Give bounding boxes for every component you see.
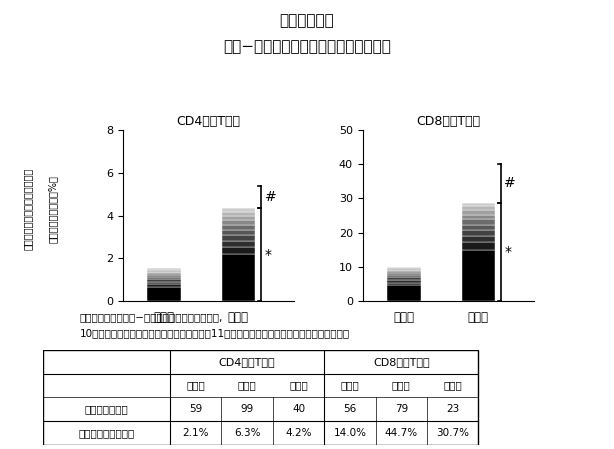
Bar	[147, 273, 181, 275]
Text: 4.2%: 4.2%	[286, 428, 312, 438]
Bar	[387, 275, 421, 277]
Text: 99: 99	[241, 404, 254, 414]
Bar	[147, 260, 181, 269]
Text: 44.7%: 44.7%	[385, 428, 418, 438]
Text: 10位以内の各クローンの頻度（＊）、および11位以下のクローンの頻度の総和（＃）を図示: 10位以内の各クローンの頻度（＊）、および11位以下のクローンの頻度の総和（＃）…	[80, 328, 350, 338]
Text: 各時点における腫瘍−末梢血重複クローンのうち,: 各時点における腫瘍−末梢血重複クローンのうち,	[80, 312, 223, 322]
Bar	[462, 220, 495, 224]
Text: #: #	[504, 176, 516, 190]
Bar	[147, 279, 181, 282]
Text: 6.3%: 6.3%	[234, 428, 260, 438]
Bar	[387, 267, 421, 268]
Text: 治療後: 治療後	[238, 381, 257, 391]
Bar	[222, 216, 255, 220]
Bar	[147, 272, 181, 273]
Text: 30.7%: 30.7%	[436, 428, 469, 438]
Bar	[462, 210, 495, 215]
Bar	[387, 253, 421, 267]
Text: 40: 40	[292, 404, 305, 414]
Text: 治療後: 治療後	[392, 381, 411, 391]
Bar	[222, 247, 255, 254]
Bar	[222, 212, 255, 216]
Bar	[387, 273, 421, 275]
Bar	[462, 236, 495, 242]
Bar	[387, 286, 421, 301]
Bar	[147, 275, 181, 277]
Text: *: *	[504, 245, 511, 259]
Bar	[147, 277, 181, 279]
Bar	[387, 282, 421, 286]
Text: 変化量: 変化量	[289, 381, 308, 391]
Bar	[147, 284, 181, 287]
Text: 56: 56	[343, 404, 357, 414]
Bar	[387, 269, 421, 271]
Text: 治療前後での: 治療前後での	[279, 13, 335, 28]
Bar	[462, 202, 495, 206]
Bar	[222, 225, 255, 230]
Title: CD8陽性T細胞: CD8陽性T細胞	[416, 114, 481, 128]
Text: CD4陽性T細胞: CD4陽性T細胞	[219, 357, 276, 367]
Text: 腫瘍－末梢血間重複クローンの: 腫瘍－末梢血間重複クローンの	[23, 167, 33, 250]
Text: 重複クローン総頻度: 重複クローン総頻度	[79, 428, 134, 438]
Bar	[387, 268, 421, 269]
Text: 腫瘍−末梢血間重複レパトア解析の１例: 腫瘍−末梢血間重複レパトア解析の１例	[223, 40, 391, 55]
Bar	[147, 269, 181, 270]
Bar	[147, 282, 181, 284]
Text: 治療前: 治療前	[341, 381, 359, 391]
Title: CD4陽性T細胞: CD4陽性T細胞	[176, 114, 241, 128]
Bar	[387, 271, 421, 273]
Text: 末梢血中での頻度（%）: 末梢血中での頻度（%）	[47, 175, 57, 243]
Text: 79: 79	[395, 404, 408, 414]
Text: 23: 23	[446, 404, 459, 414]
Bar	[147, 270, 181, 272]
Bar	[222, 230, 255, 235]
Text: #: #	[265, 190, 276, 204]
Text: *: *	[265, 248, 271, 262]
Bar	[462, 224, 495, 230]
Bar	[222, 186, 255, 208]
Text: 治療前: 治療前	[187, 381, 205, 391]
Bar	[222, 235, 255, 241]
Bar	[387, 277, 421, 280]
Bar	[462, 230, 495, 236]
Bar	[222, 220, 255, 225]
Bar	[222, 241, 255, 247]
Bar	[147, 287, 181, 301]
Bar	[462, 250, 495, 301]
Text: CD8陽性T細胞: CD8陽性T細胞	[373, 357, 430, 367]
Bar	[222, 254, 255, 301]
Text: 2.1%: 2.1%	[182, 428, 209, 438]
Text: 重複クローン数: 重複クローン数	[85, 404, 128, 414]
Bar	[43, 350, 478, 445]
Bar	[222, 208, 255, 212]
Text: 14.0%: 14.0%	[333, 428, 367, 438]
Text: 変化量: 変化量	[443, 381, 462, 391]
Text: 59: 59	[189, 404, 203, 414]
Bar	[462, 206, 495, 210]
Bar	[462, 242, 495, 250]
Bar	[462, 164, 495, 202]
Bar	[387, 280, 421, 282]
Bar	[462, 215, 495, 220]
